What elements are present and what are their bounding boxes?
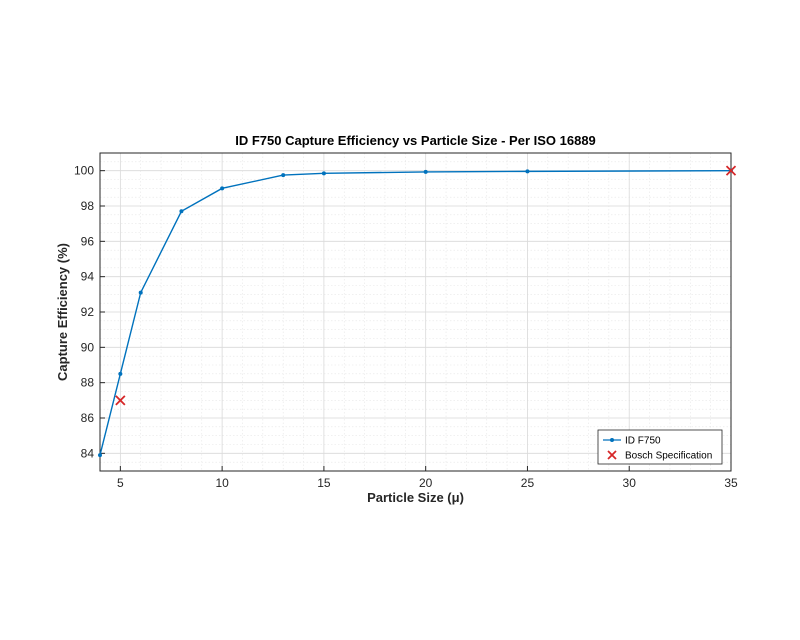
data-point-id-f750 (138, 290, 143, 295)
x-marker-stroke (725, 165, 737, 176)
legend-marker-bosch-specification (607, 450, 617, 460)
series-layer (98, 165, 737, 458)
data-point-id-f750 (525, 169, 530, 174)
x-tick-label: 10 (215, 476, 229, 490)
y-tick-label: 84 (81, 446, 95, 460)
x-marker-stroke (115, 395, 126, 406)
y-tick-label: 98 (81, 199, 95, 213)
major-grid (100, 153, 732, 471)
data-point-bosch-specification (725, 165, 737, 176)
data-point-id-f750 (321, 171, 326, 176)
legend-label-id-f750: ID F750 (625, 436, 661, 447)
y-tick-label: 86 (81, 411, 95, 425)
legend: ID F750 Bosch Specification (597, 429, 723, 465)
x-axis-label: Particle Size (μ) (367, 490, 464, 505)
chart-title: ID F750 Capture Efficiency vs Particle S… (235, 133, 596, 148)
legend-box (597, 429, 723, 465)
x-tick-label: 15 (317, 476, 331, 490)
legend-x-stroke (607, 450, 617, 460)
y-tick-label: 88 (81, 376, 95, 390)
x-axis-ticks: 5 10 15 20 25 30 35 (117, 466, 738, 490)
data-point-id-f750 (98, 453, 102, 458)
series-line-id-f750 (99, 169, 732, 456)
x-tick-label: 25 (521, 476, 535, 490)
y-tick-label: 100 (74, 164, 94, 178)
x-tick-label: 30 (623, 476, 637, 490)
data-point-id-f750 (179, 209, 184, 214)
legend-marker-id-f750 (610, 438, 614, 442)
y-axis-label: Capture Efficiency (%) (55, 243, 70, 381)
y-tick-label: 90 (81, 340, 95, 354)
data-point-id-f750 (220, 186, 225, 191)
y-tick-label: 92 (81, 305, 95, 319)
y-tick-label: 94 (81, 270, 95, 284)
data-point-id-f750 (423, 169, 428, 174)
x-tick-label: 35 (724, 476, 738, 490)
legend-label-bosch-specification: Bosch Specification (625, 451, 712, 462)
y-axis-ticks: 84 86 88 90 92 94 96 98 100 (74, 164, 105, 460)
data-point-id-f750 (281, 173, 286, 178)
x-tick-label: 20 (419, 476, 433, 490)
data-point-bosch-specification (115, 395, 126, 406)
y-tick-label: 96 (81, 234, 95, 248)
data-point-id-f750 (118, 371, 123, 376)
x-tick-label: 5 (117, 476, 124, 490)
